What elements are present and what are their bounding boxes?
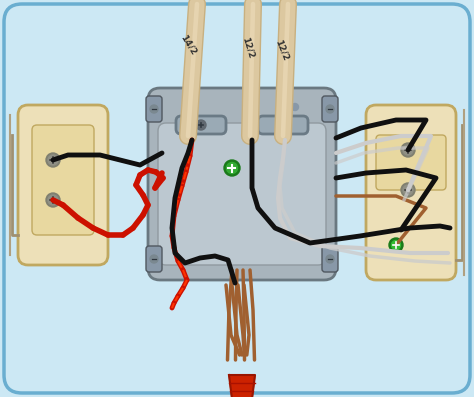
Circle shape: [46, 193, 60, 207]
Circle shape: [278, 120, 288, 130]
Circle shape: [227, 162, 237, 173]
FancyBboxPatch shape: [322, 96, 338, 122]
FancyBboxPatch shape: [146, 246, 162, 272]
Circle shape: [150, 105, 158, 113]
FancyBboxPatch shape: [176, 116, 226, 134]
FancyBboxPatch shape: [158, 123, 326, 265]
FancyBboxPatch shape: [32, 125, 94, 235]
FancyBboxPatch shape: [148, 88, 336, 280]
Circle shape: [403, 185, 413, 195]
Polygon shape: [229, 375, 255, 397]
Circle shape: [392, 241, 401, 249]
Text: 12/2: 12/2: [273, 38, 290, 62]
Circle shape: [403, 145, 413, 155]
Circle shape: [196, 120, 206, 130]
Circle shape: [150, 255, 158, 263]
Text: 14/2: 14/2: [178, 33, 198, 57]
Circle shape: [389, 238, 403, 252]
Circle shape: [224, 160, 240, 176]
Circle shape: [326, 255, 334, 263]
Circle shape: [48, 195, 58, 205]
FancyBboxPatch shape: [258, 116, 308, 134]
FancyBboxPatch shape: [366, 105, 456, 280]
Text: 12/2: 12/2: [240, 36, 255, 60]
Circle shape: [401, 183, 415, 197]
FancyBboxPatch shape: [376, 135, 446, 190]
Circle shape: [401, 143, 415, 157]
FancyBboxPatch shape: [18, 105, 108, 265]
FancyBboxPatch shape: [322, 246, 338, 272]
Circle shape: [326, 105, 334, 113]
Circle shape: [48, 155, 58, 165]
Circle shape: [185, 104, 192, 110]
Circle shape: [46, 153, 60, 167]
Circle shape: [292, 104, 299, 110]
FancyBboxPatch shape: [4, 4, 470, 393]
FancyBboxPatch shape: [146, 96, 162, 122]
